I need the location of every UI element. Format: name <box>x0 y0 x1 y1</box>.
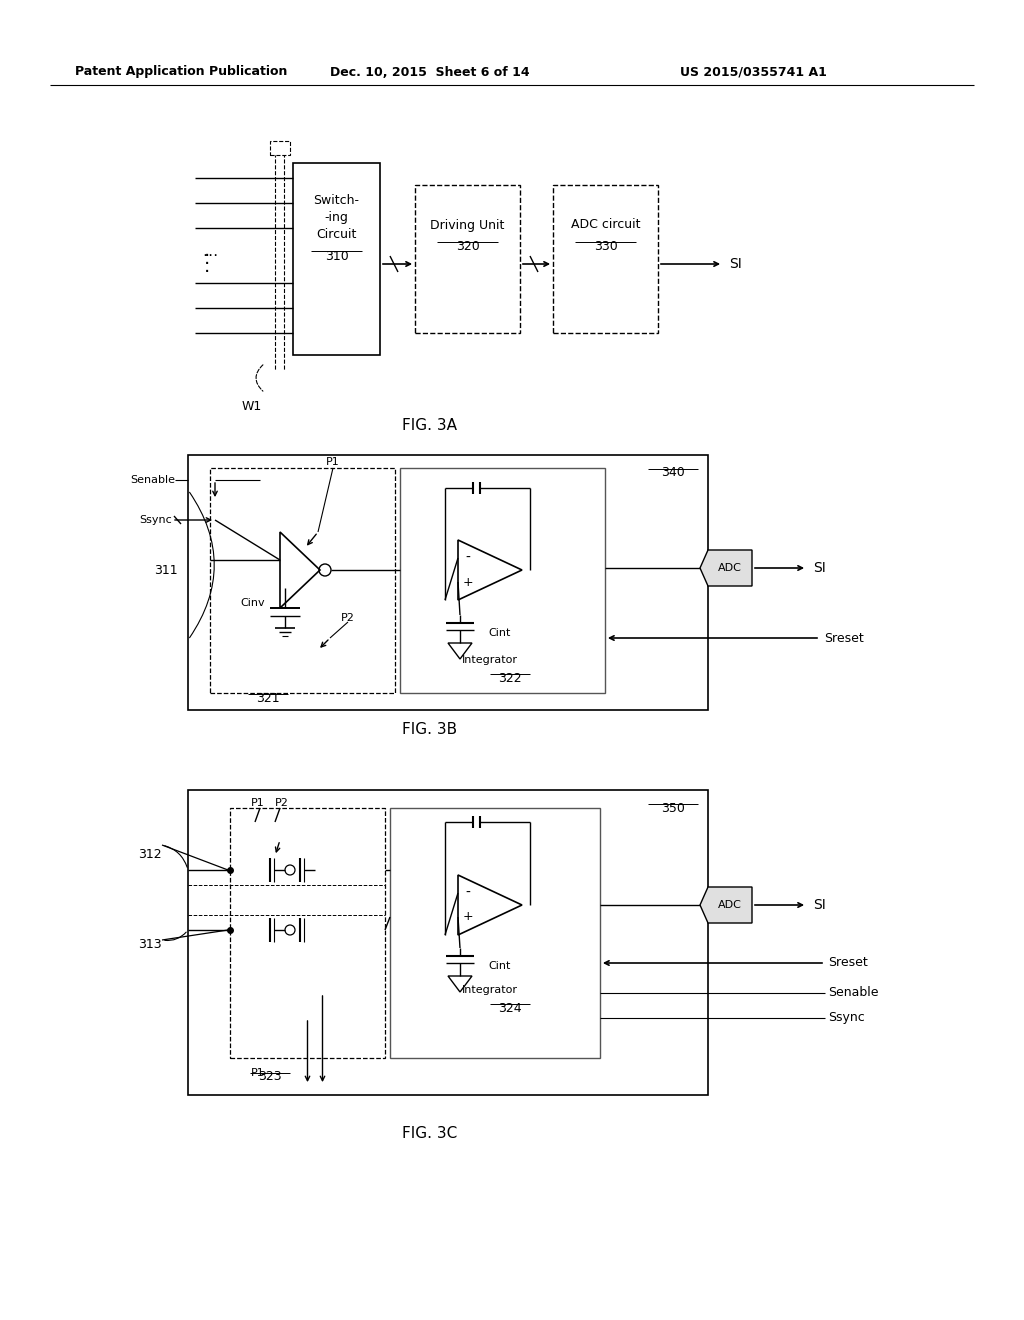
Text: ADC: ADC <box>718 900 742 909</box>
Text: 313: 313 <box>138 939 162 952</box>
Text: P1: P1 <box>326 457 340 467</box>
Bar <box>188 455 708 710</box>
Text: Sreset: Sreset <box>824 631 864 644</box>
Text: P1: P1 <box>251 799 265 808</box>
Text: 323: 323 <box>258 1071 282 1084</box>
Text: Integrator: Integrator <box>462 655 518 665</box>
Bar <box>390 808 600 1059</box>
Text: -: - <box>466 886 470 900</box>
Text: 311: 311 <box>155 564 178 577</box>
Text: +: + <box>463 576 473 589</box>
Bar <box>188 789 708 1096</box>
Text: Sreset: Sreset <box>828 957 867 969</box>
Text: Senable: Senable <box>130 475 175 484</box>
Text: -ing: -ing <box>325 211 348 224</box>
Text: FIG. 3A: FIG. 3A <box>402 417 458 433</box>
Text: FIG. 3C: FIG. 3C <box>402 1126 458 1140</box>
Text: 350: 350 <box>662 801 685 814</box>
Text: US 2015/0355741 A1: US 2015/0355741 A1 <box>680 66 826 78</box>
Text: Circuit: Circuit <box>316 228 356 242</box>
Bar <box>553 185 658 333</box>
Bar <box>400 469 605 693</box>
Bar <box>210 469 395 693</box>
Text: 321: 321 <box>256 692 280 705</box>
Bar <box>415 185 520 333</box>
Text: .: . <box>204 256 210 276</box>
Bar <box>293 162 380 355</box>
Text: 330: 330 <box>594 240 617 253</box>
Text: W1: W1 <box>242 400 262 413</box>
Text: ADC circuit: ADC circuit <box>570 219 640 231</box>
Text: Cint: Cint <box>488 628 510 638</box>
Text: 340: 340 <box>662 466 685 479</box>
Text: .: . <box>204 248 210 268</box>
Text: Cint: Cint <box>488 961 510 972</box>
Text: 322: 322 <box>499 672 522 685</box>
Text: Ssync: Ssync <box>139 515 172 525</box>
Text: Patent Application Publication: Patent Application Publication <box>75 66 288 78</box>
Text: Ssync: Ssync <box>828 1011 864 1024</box>
Text: 312: 312 <box>138 849 162 862</box>
Text: SI: SI <box>814 898 826 912</box>
Text: Cinv: Cinv <box>241 598 265 609</box>
Text: SI: SI <box>814 561 826 576</box>
Bar <box>230 808 385 1059</box>
Text: P2: P2 <box>341 612 355 623</box>
Text: Switch-: Switch- <box>313 194 359 207</box>
Text: Senable: Senable <box>828 986 879 999</box>
Text: P1: P1 <box>251 1068 265 1078</box>
Text: ⋯: ⋯ <box>203 248 218 264</box>
Text: 310: 310 <box>325 249 348 263</box>
Text: .: . <box>204 240 210 260</box>
Bar <box>270 141 290 154</box>
Text: Driving Unit: Driving Unit <box>430 219 505 231</box>
Text: SI: SI <box>730 257 742 271</box>
Text: -: - <box>466 550 470 565</box>
Text: ADC: ADC <box>718 564 742 573</box>
Text: 324: 324 <box>499 1002 522 1015</box>
Text: Integrator: Integrator <box>462 985 518 995</box>
Text: +: + <box>463 911 473 924</box>
Text: 320: 320 <box>456 240 479 253</box>
Text: FIG. 3B: FIG. 3B <box>402 722 458 738</box>
Text: Dec. 10, 2015  Sheet 6 of 14: Dec. 10, 2015 Sheet 6 of 14 <box>330 66 529 78</box>
Polygon shape <box>700 887 752 923</box>
Polygon shape <box>700 550 752 586</box>
Text: P2: P2 <box>275 799 289 808</box>
